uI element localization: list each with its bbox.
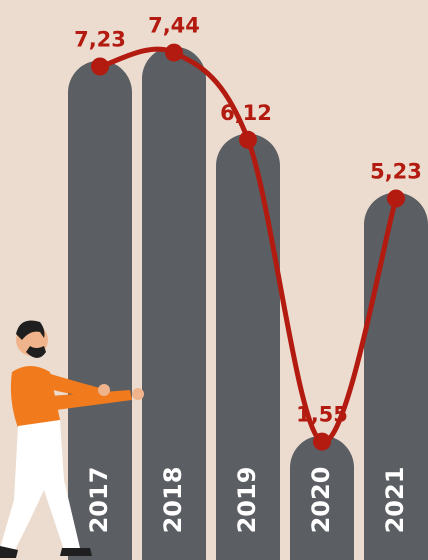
point xyxy=(91,57,109,75)
chart: 2017 2018 2019 2020 2021 7,23 7,44 6,12 1,55 5,23 xyxy=(0,0,428,560)
point xyxy=(239,131,257,149)
point xyxy=(165,44,183,62)
x-tick-label: 2021 xyxy=(381,467,409,534)
shoe xyxy=(60,548,92,556)
value-label: 7,44 xyxy=(148,14,200,38)
value-label: 7,23 xyxy=(74,27,126,51)
x-tick-label: 2017 xyxy=(85,467,113,534)
value-label: 6,12 xyxy=(220,101,272,125)
hand xyxy=(132,388,144,400)
background xyxy=(0,0,428,560)
hand xyxy=(98,384,110,396)
point xyxy=(387,190,405,208)
value-label: 1,55 xyxy=(296,403,348,427)
x-tick-label: 2020 xyxy=(307,467,335,534)
x-tick-label: 2018 xyxy=(159,467,187,534)
point xyxy=(313,433,331,451)
x-tick-label: 2019 xyxy=(233,467,261,534)
value-label: 5,23 xyxy=(370,160,422,184)
